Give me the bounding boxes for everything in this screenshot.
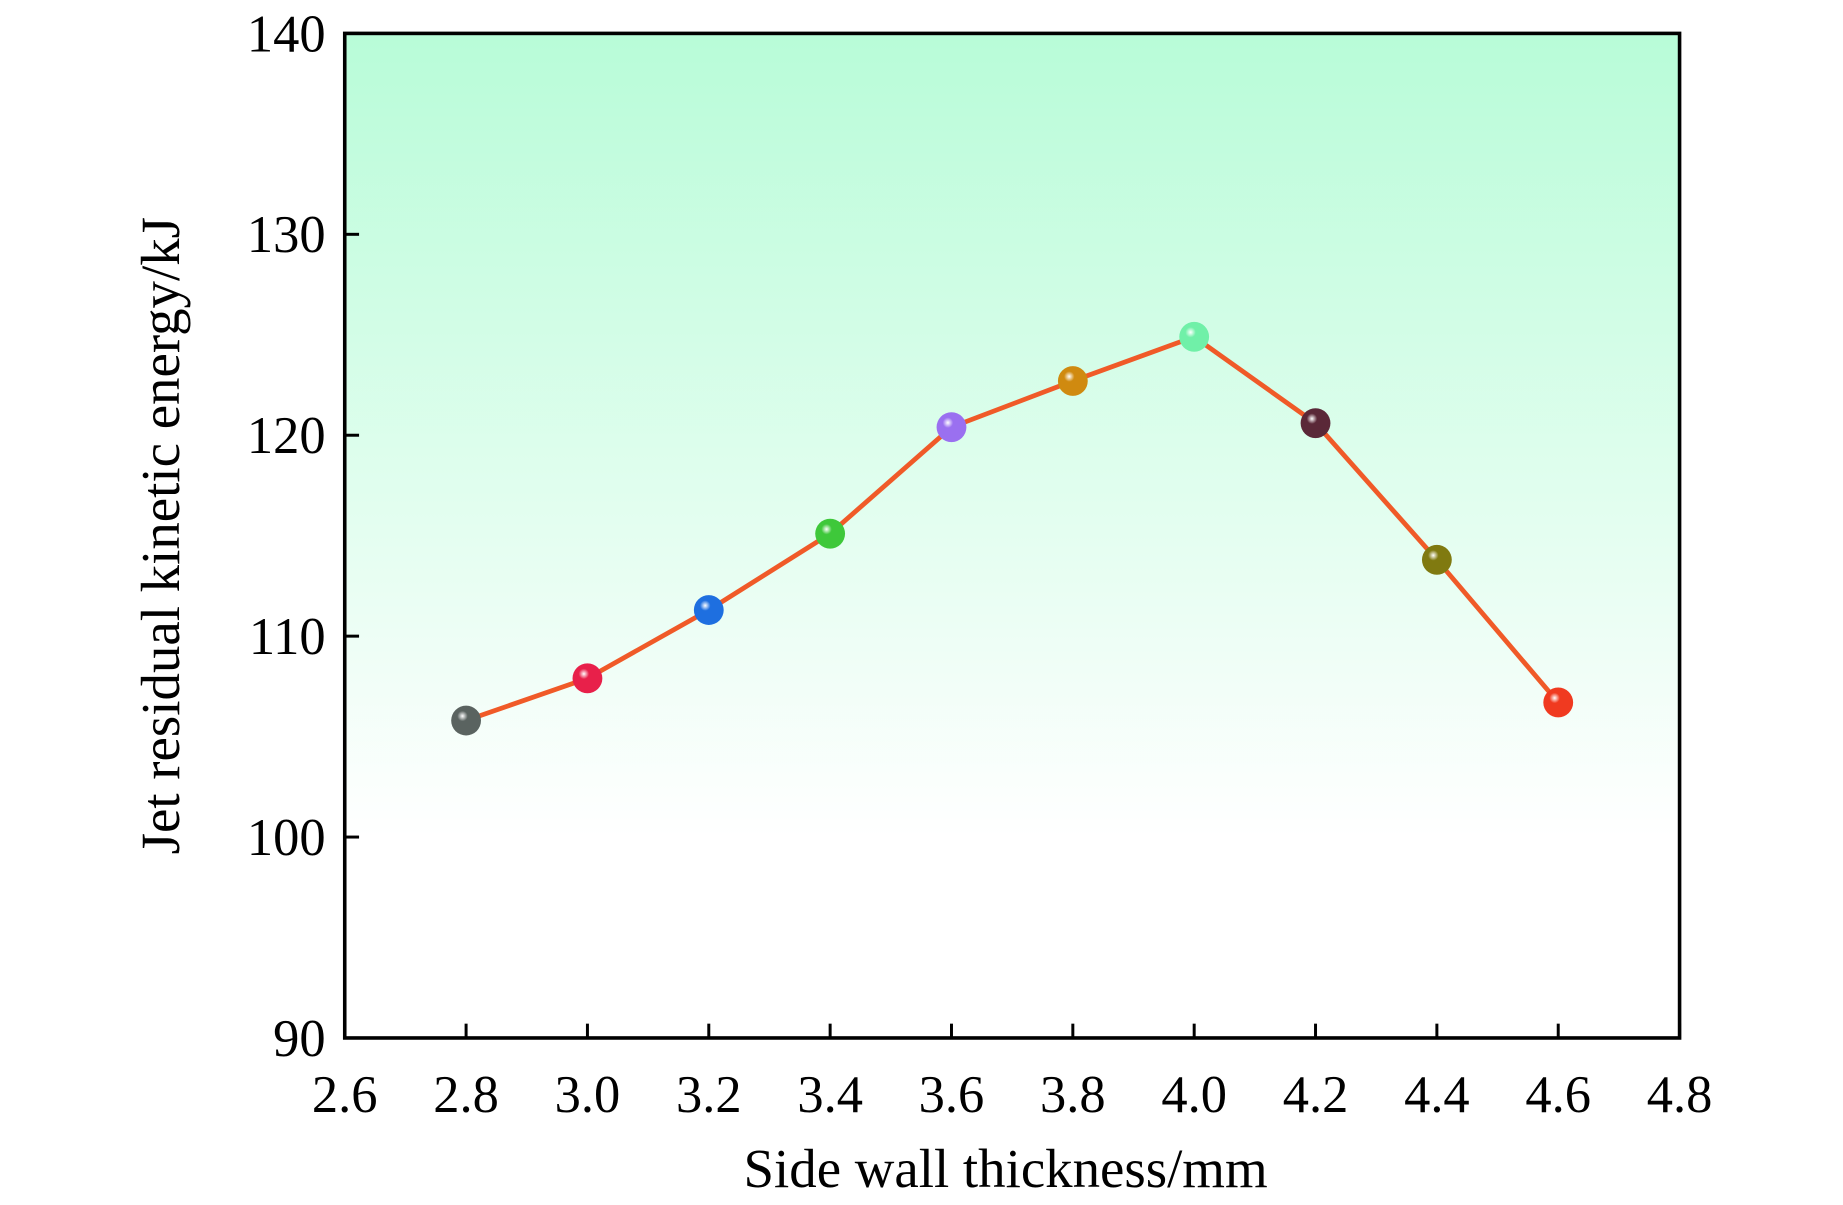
x-tick-label: 2.8 <box>433 1066 499 1124</box>
x-tick-label: 4.0 <box>1161 1066 1227 1124</box>
plot-frame <box>342 31 1682 1040</box>
x-tick-label: 2.6 <box>312 1066 378 1124</box>
x-tick-label: 3.4 <box>797 1066 863 1124</box>
y-tick-label: 130 <box>247 206 326 264</box>
x-tick-label: 4.6 <box>1525 1066 1591 1124</box>
y-tick-label: 90 <box>273 1010 325 1068</box>
x-tick-label: 4.4 <box>1404 1066 1470 1124</box>
data-point-marker <box>1179 321 1210 352</box>
data-point-marker <box>936 412 967 443</box>
data-point-marker <box>693 595 724 625</box>
data-point-marker <box>1421 544 1452 575</box>
x-tick-label: 4.2 <box>1283 1066 1349 1124</box>
data-point-marker <box>1057 366 1088 396</box>
data-point-marker <box>572 663 603 694</box>
data-point-marker <box>815 518 846 549</box>
y-axis-label: Jet residual kinetic energy/kJ <box>130 217 191 854</box>
data-point-marker <box>451 705 482 736</box>
data-point-marker <box>1300 408 1331 439</box>
data-point-marker <box>1543 687 1574 718</box>
y-tick-label: 100 <box>247 809 326 867</box>
x-tick-label: 3.8 <box>1040 1066 1106 1124</box>
y-tick-label: 110 <box>249 608 326 666</box>
y-tick-label: 140 <box>247 5 326 63</box>
x-tick-label: 4.8 <box>1647 1066 1713 1124</box>
plot-area <box>344 33 1680 1038</box>
x-tick-label: 3.6 <box>919 1066 985 1124</box>
x-tick-label: 3.2 <box>676 1066 742 1124</box>
series-line <box>465 334 1561 723</box>
y-tick-label: 120 <box>247 407 326 465</box>
x-tick-label: 3.0 <box>555 1066 621 1124</box>
x-axis-label: Side wall thickness/mm <box>744 1138 1268 1199</box>
